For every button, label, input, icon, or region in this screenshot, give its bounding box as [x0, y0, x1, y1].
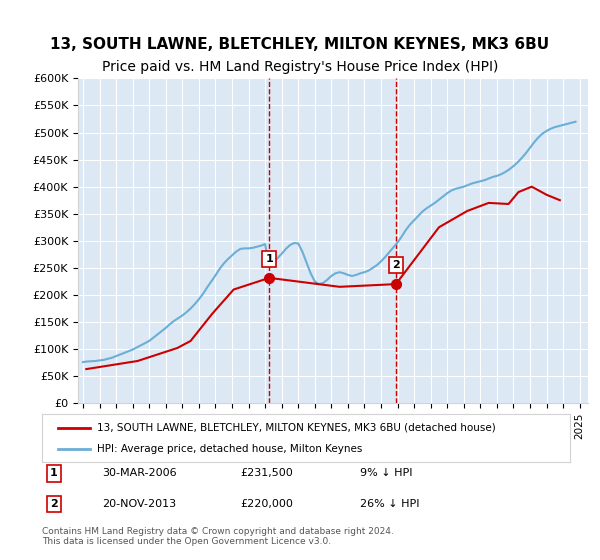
Text: 30-MAR-2006: 30-MAR-2006: [102, 468, 176, 478]
Text: 1: 1: [50, 468, 58, 478]
Text: 26% ↓ HPI: 26% ↓ HPI: [360, 499, 419, 509]
Text: Price paid vs. HM Land Registry's House Price Index (HPI): Price paid vs. HM Land Registry's House …: [102, 60, 498, 74]
Text: £220,000: £220,000: [240, 499, 293, 509]
Text: 1: 1: [265, 254, 273, 264]
Text: HPI: Average price, detached house, Milton Keynes: HPI: Average price, detached house, Milt…: [97, 444, 363, 454]
Text: Contains HM Land Registry data © Crown copyright and database right 2024.
This d: Contains HM Land Registry data © Crown c…: [42, 526, 394, 546]
Text: 20-NOV-2013: 20-NOV-2013: [102, 499, 176, 509]
Text: 13, SOUTH LAWNE, BLETCHLEY, MILTON KEYNES, MK3 6BU: 13, SOUTH LAWNE, BLETCHLEY, MILTON KEYNE…: [50, 38, 550, 52]
Text: £231,500: £231,500: [240, 468, 293, 478]
Text: 2: 2: [50, 499, 58, 509]
Text: 9% ↓ HPI: 9% ↓ HPI: [360, 468, 413, 478]
Text: 2: 2: [392, 260, 400, 270]
Text: 13, SOUTH LAWNE, BLETCHLEY, MILTON KEYNES, MK3 6BU (detached house): 13, SOUTH LAWNE, BLETCHLEY, MILTON KEYNE…: [97, 423, 496, 433]
